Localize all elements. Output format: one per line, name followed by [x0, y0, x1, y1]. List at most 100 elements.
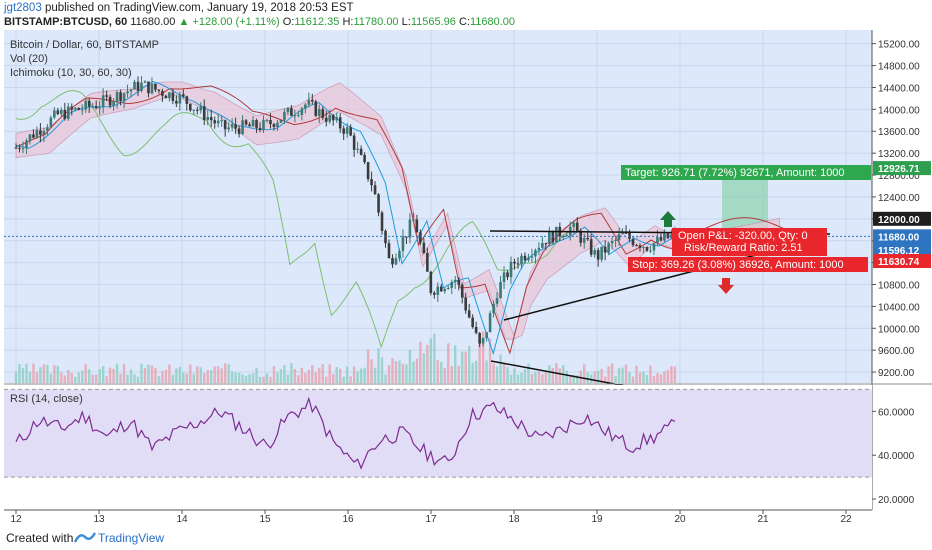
volume-bar [509, 374, 513, 383]
volume-bar [426, 344, 429, 383]
volume-bar [98, 369, 101, 383]
candle-body [32, 134, 35, 138]
volume-bar [60, 372, 63, 383]
volume-bar [440, 362, 443, 383]
close-label: C: [458, 16, 470, 28]
tradingview-logo-icon [74, 532, 96, 543]
candle-body [21, 148, 25, 150]
volume-bar [192, 373, 195, 383]
tradingview-brand[interactable]: TradingView [98, 531, 165, 545]
candle-body [14, 147, 18, 149]
candlestick-series[interactable] [14, 76, 677, 348]
volume-bar [565, 370, 568, 383]
candle-body [234, 124, 237, 129]
published-text: published on TradingView.com, January 19… [44, 2, 354, 14]
high-value: 11780.00 [353, 16, 399, 28]
publication-header: jgt2803 published on TradingView.com, Ja… [0, 0, 932, 30]
author-link[interactable]: jgt2803 [4, 2, 42, 14]
volume-bar [405, 364, 408, 383]
candle-body [18, 147, 21, 149]
volume-bar [666, 369, 670, 383]
publication-line: jgt2803 published on TradingView.com, Ja… [4, 2, 354, 14]
volume-bar [621, 367, 624, 383]
last-price: 11680.00 [130, 16, 176, 28]
volume-bar [32, 363, 35, 383]
volume-bar [171, 374, 175, 383]
volume-bar [436, 360, 440, 383]
volume-bar [366, 349, 370, 383]
time-axis[interactable]: 12 13 14 15 16 17 18 19 20 21 22 [10, 510, 852, 525]
volume-bar [461, 351, 464, 383]
volume-bar [506, 367, 509, 383]
volume-bar [164, 369, 168, 383]
price-tick-label: 9200.00 [878, 368, 915, 379]
volume-bar [332, 374, 335, 383]
candle-body [66, 106, 70, 119]
tenkan-sen-line [15, 81, 677, 356]
candle-body [436, 286, 440, 295]
volume-bar [210, 370, 213, 383]
price-tag-bg [873, 242, 931, 257]
volume-bar [349, 376, 352, 383]
candle-body [663, 233, 666, 241]
candle-body [25, 140, 28, 149]
volume-bar [673, 366, 677, 383]
candle-body [582, 237, 586, 243]
candle-body [363, 154, 366, 163]
candle-body [380, 212, 384, 231]
candle-body [541, 243, 544, 248]
volume-bar [220, 368, 223, 383]
candle-body [248, 124, 251, 127]
volume-bar [213, 366, 216, 383]
candle-body [426, 252, 429, 272]
candle-body [391, 258, 394, 265]
volume-bar [318, 367, 321, 383]
volume-bar [223, 363, 227, 383]
price-tick-label: 13200.00 [878, 149, 920, 160]
candle-body [63, 109, 67, 119]
chart-frame[interactable]: Target: 926.71 (7.72%) 92671, Amount: 10… [4, 30, 932, 526]
volume-bar [422, 353, 426, 383]
close-value: 11680.00 [469, 16, 516, 28]
candle-body [586, 237, 590, 240]
candle-body [495, 298, 499, 304]
volume-bar [624, 364, 628, 383]
volume-bar [185, 373, 189, 383]
candle-body [499, 281, 502, 299]
volume-bar [122, 363, 126, 383]
volume-bar [391, 358, 394, 383]
volume-bar [196, 366, 199, 383]
candle-body [562, 236, 565, 238]
volume-bar [457, 365, 460, 383]
candle-body [349, 127, 352, 136]
candle-body [575, 222, 579, 231]
volume-bar [488, 338, 492, 383]
volume-bar [150, 365, 154, 383]
candle-body [311, 99, 314, 102]
symbol-ohlc-line: BITSTAMP:BTCUSD, 60 11680.00 ▲ +128.00 (… [4, 16, 515, 28]
candle-body [548, 231, 551, 245]
time-tick-label: 12 [10, 514, 22, 525]
price-tag-bg [873, 254, 931, 269]
candle-body [56, 110, 60, 115]
candle-body [474, 326, 478, 333]
volume-bar [530, 374, 534, 383]
candle-body [314, 101, 318, 116]
time-tick-label: 19 [591, 514, 603, 525]
volume-bar [433, 333, 436, 383]
volume-bar [551, 367, 555, 383]
candle-body [119, 92, 122, 101]
volume-bar [478, 340, 481, 383]
volume-bar [203, 373, 206, 383]
candle-body [202, 106, 206, 120]
volume-bar [101, 366, 105, 383]
candle-body [126, 91, 129, 94]
candle-body [293, 115, 297, 117]
candle-body [422, 242, 426, 253]
candle-body [642, 246, 645, 248]
rsi-axis[interactable]: 60.0000 40.0000 20.0000 [872, 407, 915, 506]
volume-bar [182, 372, 185, 383]
volume-bar [335, 366, 338, 383]
candle-body [467, 310, 471, 318]
volume-bar [338, 368, 342, 383]
